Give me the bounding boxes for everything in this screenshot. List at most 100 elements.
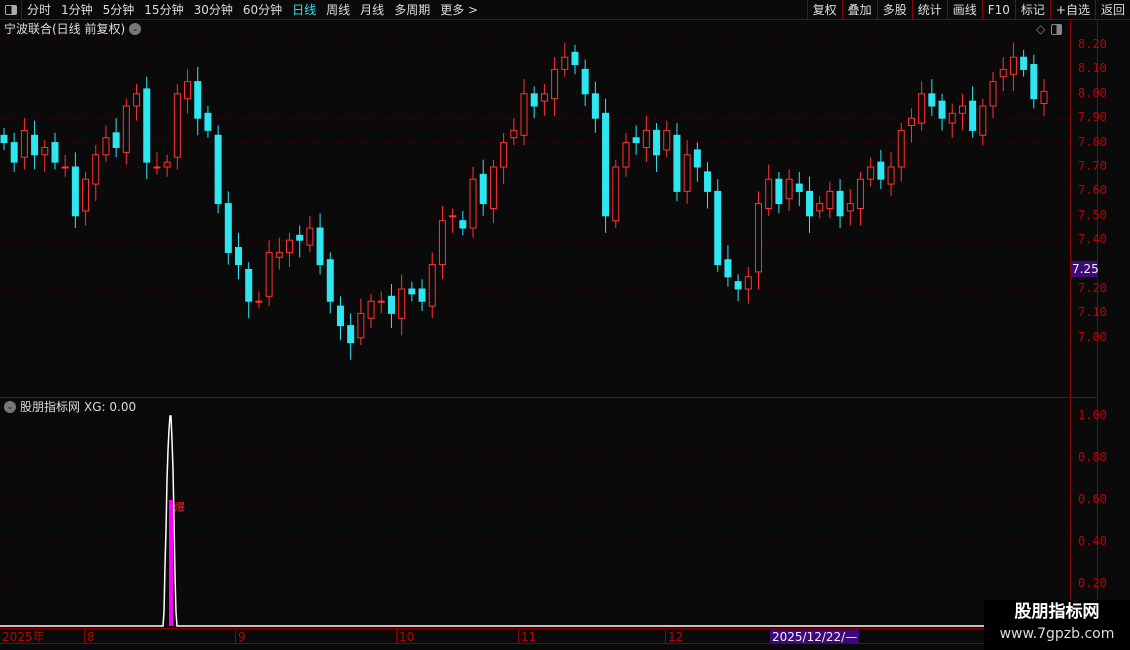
sidebar-toggle-button[interactable] (0, 0, 22, 20)
candle-body (693, 149, 701, 168)
period-tab[interactable]: 周线 (326, 2, 351, 17)
candle-body (867, 166, 875, 180)
candle-body (642, 129, 650, 148)
chevron-down-icon[interactable]: ⌄ (129, 23, 142, 35)
watermark: 股朋指标网 www.7gpzb.com (984, 600, 1130, 650)
candle-body (765, 178, 773, 209)
candle-body (938, 100, 946, 119)
candle-body (510, 129, 518, 139)
candle-body (102, 137, 110, 156)
candle-body (479, 173, 487, 205)
candle-body (367, 300, 375, 319)
price-tick: 7.60 (1078, 183, 1107, 198)
cursor-date: 2025/12/22/— (770, 630, 860, 644)
toolbar-button[interactable]: +自选 (1049, 0, 1095, 20)
candle-body (744, 276, 752, 290)
period-tab[interactable]: 更多 > (440, 2, 479, 17)
x-label: 11 (518, 630, 536, 644)
candle-body (714, 190, 722, 266)
period-tab[interactable]: 日线 (292, 2, 317, 17)
candle-body (51, 142, 59, 163)
panel-icon[interactable] (1051, 23, 1063, 35)
candle-body (20, 129, 28, 158)
candle-body (235, 247, 243, 266)
indicator-name[interactable]: 股朋指标网 (20, 400, 81, 414)
candle-body (989, 81, 997, 107)
candle-body (673, 134, 681, 192)
candle-body (255, 300, 263, 303)
toolbar-button[interactable]: F10 (981, 0, 1015, 20)
indicator-tick: 0.20 (1078, 576, 1107, 590)
candle-body (163, 161, 171, 168)
candle-body (969, 100, 977, 131)
price-tick: 7.00 (1078, 329, 1107, 344)
period-tab[interactable]: 5分钟 (102, 2, 135, 17)
period-tab[interactable]: 30分钟 (193, 2, 233, 17)
period-tab[interactable]: 分时 (27, 2, 52, 17)
candle-body (571, 51, 579, 66)
period-tab[interactable]: 1分钟 (61, 2, 93, 17)
toolbar-button[interactable]: 多股 (876, 0, 912, 20)
candle-body (826, 190, 834, 209)
candle-body (816, 203, 824, 212)
candle-body (795, 183, 803, 192)
candle-body (602, 112, 610, 217)
period-tab[interactable]: 月线 (360, 2, 385, 17)
toolbar-right-buttons: 复权 叠加 多股 统计 画线 F10 标记 +自选 返回 (806, 0, 1130, 20)
candle-body (612, 166, 620, 222)
indicator-tick: 1.00 (1078, 408, 1107, 422)
candle-body (755, 203, 763, 273)
candle-body (92, 154, 100, 185)
candle-body (632, 137, 640, 144)
toolbar-button[interactable]: 复权 (806, 0, 842, 20)
candle-body (398, 288, 406, 319)
candle-body (357, 312, 365, 339)
candle-body (408, 288, 416, 295)
candle-body (530, 93, 538, 107)
toolbar-button[interactable]: 统计 (911, 0, 947, 20)
toolbar-button[interactable]: 画线 (946, 0, 982, 20)
candle-body (387, 295, 395, 314)
candle-body (377, 300, 385, 303)
indicator-tick: 0.60 (1078, 492, 1107, 506)
right-side-panel[interactable] (1098, 20, 1130, 630)
toolbar-button[interactable]: 标记 (1014, 0, 1050, 20)
price-tick: 8.00 (1078, 85, 1107, 100)
candle-body (41, 146, 49, 156)
candle-body (153, 166, 161, 169)
indicator-tick: 0.80 (1078, 450, 1107, 464)
price-tick: 8.20 (1078, 37, 1107, 51)
candle-body (10, 142, 18, 163)
diamond-icon[interactable]: ◇ (1036, 22, 1046, 36)
candle-body (285, 239, 293, 253)
toolbar-button[interactable]: 返回 (1094, 0, 1130, 20)
candle-body (663, 129, 671, 151)
signal-label: 爆 (174, 500, 185, 514)
candle-body (449, 215, 457, 218)
indicator-value: XG: 0.00 (84, 399, 137, 414)
period-tab[interactable]: 多周期 (394, 2, 431, 17)
candle-body (143, 88, 151, 163)
candle-body (428, 264, 436, 307)
candle-body (133, 93, 141, 107)
candle-body (918, 93, 926, 124)
candle-body (561, 56, 569, 70)
candle-body (1040, 90, 1048, 105)
period-tabs: 分时 1分钟 5分钟 15分钟 30分钟 60分钟 日线 周线 月线 多周期 更多 > (22, 0, 483, 20)
price-tick: 7.20 (1078, 281, 1107, 295)
candle-body (846, 203, 854, 212)
candle-body (1030, 64, 1038, 100)
candle-body (306, 227, 314, 246)
toolbar-button[interactable]: 叠加 (841, 0, 877, 20)
period-tab[interactable]: 15分钟 (144, 2, 184, 17)
candle-body (897, 129, 905, 168)
chart-canvas: 爆 (0, 42, 1070, 627)
candle-body (887, 166, 895, 185)
candle-body (581, 68, 589, 95)
candle-body (653, 129, 661, 156)
candle-body (1009, 56, 1017, 75)
candle-body (112, 132, 120, 148)
candle-body (520, 93, 528, 136)
chevron-down-icon[interactable]: ⌄ (4, 400, 16, 413)
period-tab[interactable]: 60分钟 (242, 2, 283, 17)
